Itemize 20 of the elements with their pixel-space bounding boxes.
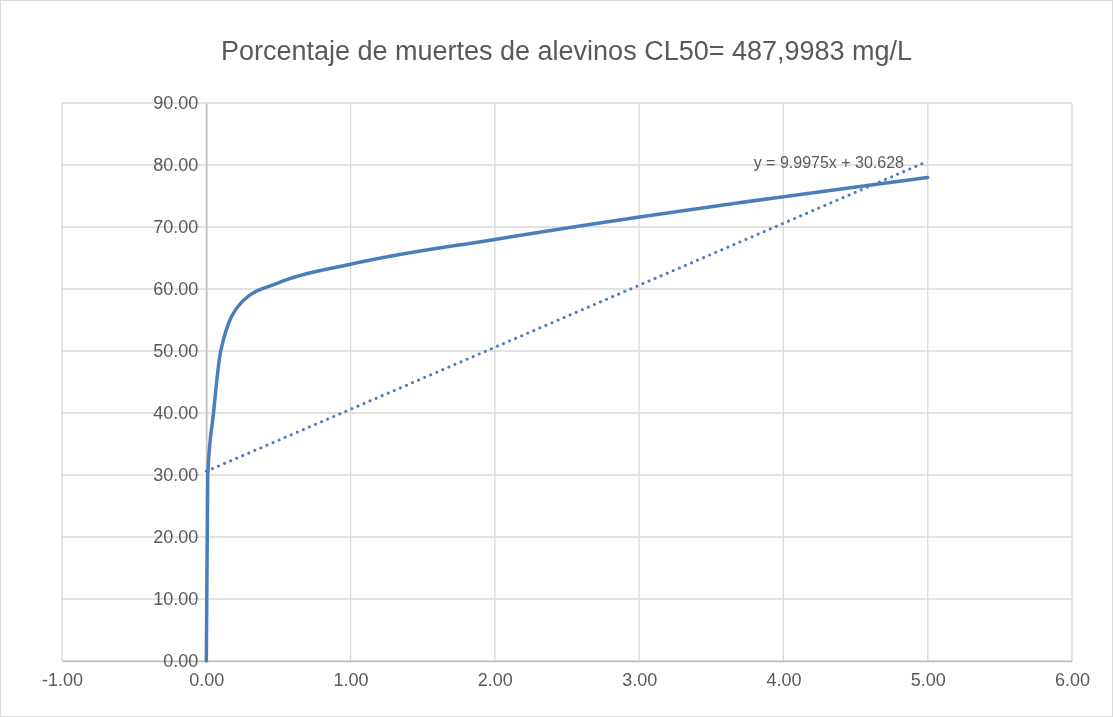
y-tick-label: 50.00 xyxy=(153,341,199,362)
y-tick-label: 60.00 xyxy=(153,279,199,300)
y-tick-label: 0.00 xyxy=(163,651,199,672)
y-tick-label: 20.00 xyxy=(153,527,199,548)
x-tick-label: 5.00 xyxy=(910,669,946,690)
y-tick-label: 80.00 xyxy=(153,155,199,176)
y-tick-label: 10.00 xyxy=(153,589,199,610)
x-tick-label: 2.00 xyxy=(477,669,513,690)
x-tick-label: 3.00 xyxy=(622,669,658,690)
x-tick-label: 6.00 xyxy=(1054,669,1091,690)
chart-title: Porcentaje de muertes de alevinos CL50= 487,9983 mg/L xyxy=(220,36,913,66)
x-tick-label: 1.00 xyxy=(333,669,369,690)
x-tick-label: 0.00 xyxy=(189,669,225,690)
y-tick-label: 30.00 xyxy=(153,465,199,486)
x-tick-label: -1.00 xyxy=(41,669,84,690)
y-tick-label: 70.00 xyxy=(153,217,199,238)
y-tick-label: 90.00 xyxy=(153,93,199,114)
x-tick-label: 4.00 xyxy=(766,669,802,690)
annotation: y = 9.9975x + 30.628 xyxy=(753,154,905,171)
y-tick-label: 40.00 xyxy=(153,403,199,424)
